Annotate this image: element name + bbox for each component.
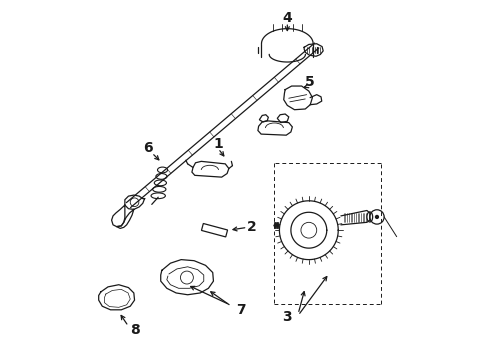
Text: 2: 2 [247,220,257,234]
Text: 6: 6 [143,141,152,156]
Text: 1: 1 [213,137,223,151]
Circle shape [375,216,378,219]
Text: 7: 7 [236,303,245,317]
Text: 8: 8 [130,323,140,337]
Text: 5: 5 [305,76,315,89]
Text: 3: 3 [283,310,292,324]
Text: 4: 4 [282,11,292,25]
